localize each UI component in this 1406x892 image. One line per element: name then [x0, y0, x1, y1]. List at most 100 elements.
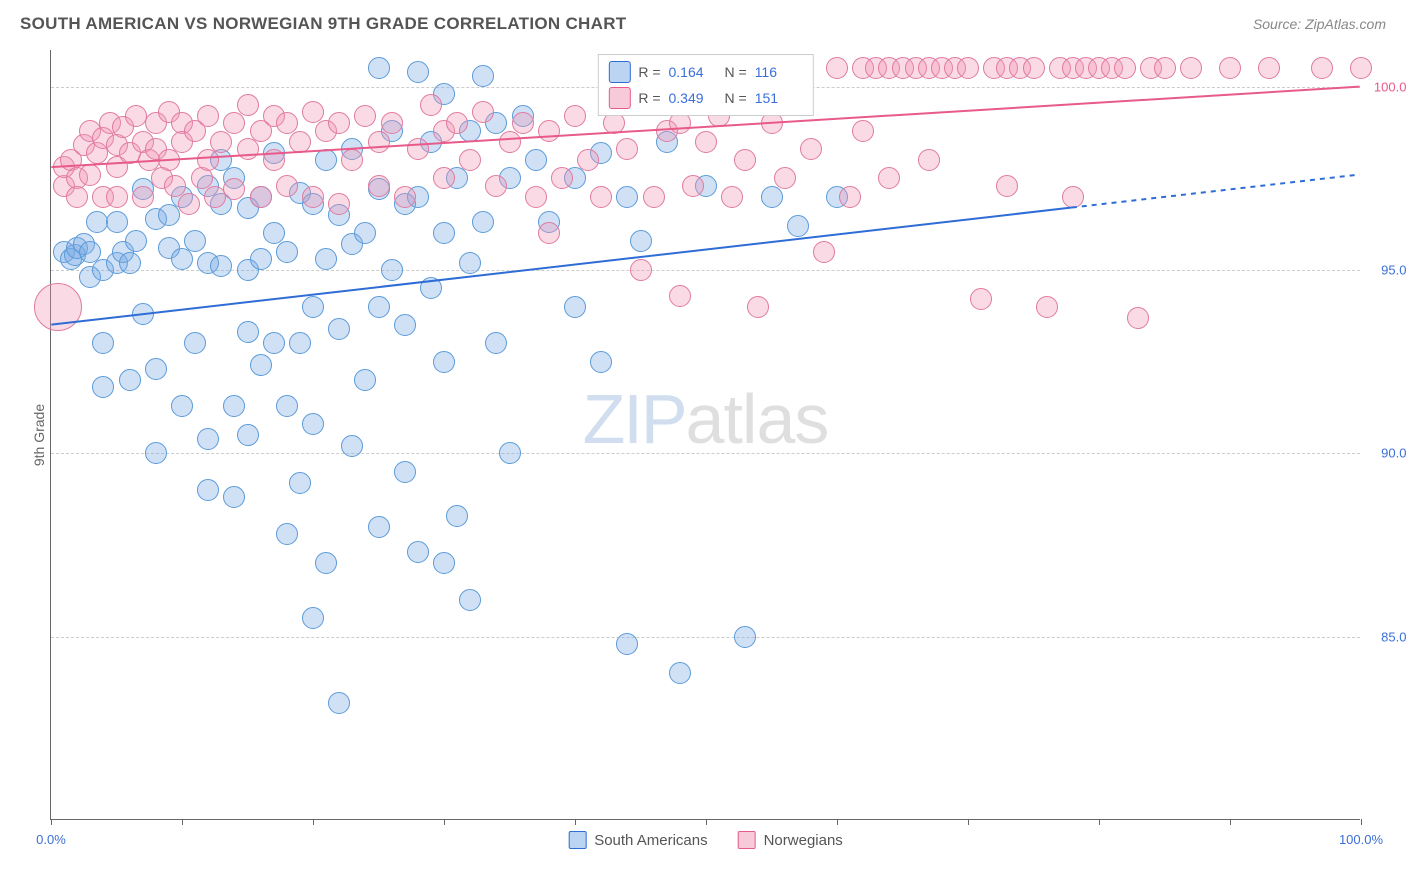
- data-point-series2: [106, 186, 128, 208]
- x-tick: [706, 819, 707, 825]
- data-point-series2: [263, 149, 285, 171]
- data-point-series2: [79, 164, 101, 186]
- data-point-series1: [328, 318, 350, 340]
- legend-swatch-2: [608, 87, 630, 109]
- data-point-series2: [774, 167, 796, 189]
- legend-row-series2: R = 0.349 N = 151: [608, 85, 802, 111]
- data-point-series2: [1036, 296, 1058, 318]
- data-point-series2: [525, 186, 547, 208]
- data-point-series1: [315, 248, 337, 270]
- data-point-series1: [564, 296, 586, 318]
- data-point-series1: [590, 351, 612, 373]
- data-point-series2: [721, 186, 743, 208]
- data-point-series1: [499, 442, 521, 464]
- data-point-series2: [970, 288, 992, 310]
- data-point-series2: [354, 105, 376, 127]
- data-point-series1: [341, 435, 363, 457]
- data-point-series1: [237, 424, 259, 446]
- data-point-series2: [643, 186, 665, 208]
- data-point-series1: [289, 332, 311, 354]
- data-point-series1: [119, 252, 141, 274]
- data-point-series2: [66, 186, 88, 208]
- data-point-series2: [1114, 57, 1136, 79]
- data-point-series1: [289, 472, 311, 494]
- legend-item-1: South Americans: [568, 831, 707, 849]
- series-legend: South AmericansNorwegians: [568, 831, 843, 849]
- data-point-series1: [92, 376, 114, 398]
- data-point-series1: [302, 296, 324, 318]
- x-tick: [837, 819, 838, 825]
- data-point-series2: [839, 186, 861, 208]
- data-point-series1: [119, 369, 141, 391]
- data-point-series2: [276, 175, 298, 197]
- legend-swatch: [568, 831, 586, 849]
- data-point-series2: [852, 120, 874, 142]
- data-point-series1: [354, 369, 376, 391]
- x-tick-label: 100.0%: [1339, 832, 1383, 847]
- data-point-series1: [407, 61, 429, 83]
- data-point-series2: [564, 105, 586, 127]
- data-point-series1: [459, 252, 481, 274]
- plot-area: 85.0%90.0%95.0%100.0% 0.0%100.0% ZIPatla…: [50, 50, 1360, 820]
- data-point-series1: [420, 277, 442, 299]
- data-point-series2: [459, 149, 481, 171]
- data-point-series1: [302, 413, 324, 435]
- x-tick: [444, 819, 445, 825]
- data-point-series1: [433, 552, 455, 574]
- x-tick: [182, 819, 183, 825]
- data-point-series2: [341, 149, 363, 171]
- x-tick: [51, 819, 52, 825]
- data-point-series2: [289, 131, 311, 153]
- data-point-series1: [616, 186, 638, 208]
- data-point-series2: [813, 241, 835, 263]
- data-point-series2: [328, 193, 350, 215]
- data-point-series2: [420, 94, 442, 116]
- data-point-series2: [538, 120, 560, 142]
- x-tick-label: 0.0%: [36, 832, 66, 847]
- data-point-series2: [577, 149, 599, 171]
- data-point-series2: [1311, 57, 1333, 79]
- data-point-series1: [197, 479, 219, 501]
- data-point-series2: [197, 149, 219, 171]
- data-point-series1: [145, 442, 167, 464]
- data-point-series1: [315, 149, 337, 171]
- data-point-series2: [1023, 57, 1045, 79]
- data-point-series1: [381, 259, 403, 281]
- data-point-series1: [394, 461, 416, 483]
- correlation-legend: R = 0.164 N = 116 R = 0.349 N = 151: [597, 54, 813, 116]
- data-point-series2: [538, 222, 560, 244]
- data-point-series2: [682, 175, 704, 197]
- data-point-series2: [223, 112, 245, 134]
- data-point-series2: [250, 186, 272, 208]
- data-point-series1: [459, 589, 481, 611]
- x-tick: [968, 819, 969, 825]
- data-point-series2: [918, 149, 940, 171]
- x-tick: [1361, 819, 1362, 825]
- data-point-series1: [616, 633, 638, 655]
- data-point-series2: [551, 167, 573, 189]
- chart-container: 9th Grade 85.0%90.0%95.0%100.0% 0.0%100.…: [50, 50, 1360, 820]
- data-point-series1: [223, 395, 245, 417]
- data-point-series2: [433, 167, 455, 189]
- x-tick: [313, 819, 314, 825]
- data-point-series2: [158, 149, 180, 171]
- data-point-series1: [368, 57, 390, 79]
- data-point-series2: [669, 285, 691, 307]
- chart-header: SOUTH AMERICAN VS NORWEGIAN 9TH GRADE CO…: [0, 0, 1406, 44]
- data-point-series1: [171, 395, 193, 417]
- data-point-series2: [878, 167, 900, 189]
- chart-title: SOUTH AMERICAN VS NORWEGIAN 9TH GRADE CO…: [20, 14, 626, 34]
- y-tick-label: 85.0%: [1381, 629, 1406, 644]
- data-point-series2: [1180, 57, 1202, 79]
- data-point-series2: [826, 57, 848, 79]
- scatter-points: [51, 50, 1360, 819]
- data-point-series1: [302, 607, 324, 629]
- data-point-series1: [407, 541, 429, 563]
- data-point-series1: [669, 662, 691, 684]
- data-point-series1: [315, 552, 337, 574]
- data-point-series1: [145, 358, 167, 380]
- data-point-series1: [485, 332, 507, 354]
- data-point-series2: [197, 105, 219, 127]
- data-point-series1: [263, 332, 285, 354]
- data-point-series2: [237, 138, 259, 160]
